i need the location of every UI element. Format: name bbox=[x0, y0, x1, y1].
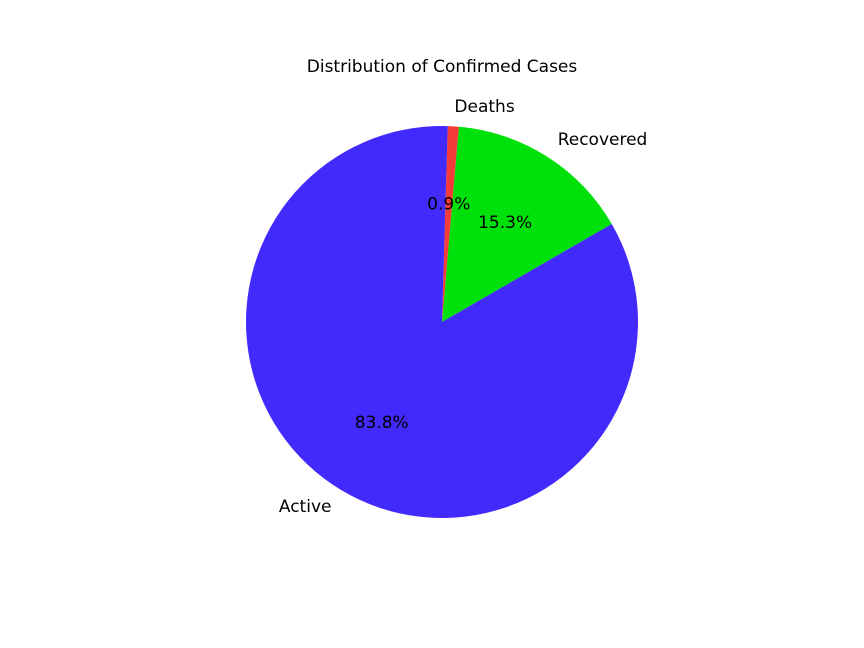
pie-slice-deaths bbox=[442, 126, 459, 322]
slice-pct-recovered: 15.3% bbox=[478, 213, 532, 233]
slice-label-recovered: Recovered bbox=[558, 130, 648, 150]
slice-pct-active: 83.8% bbox=[355, 413, 409, 433]
slice-pct-deaths: 0.9% bbox=[427, 195, 470, 215]
pie-slices bbox=[245, 126, 638, 518]
slice-label-active: Active bbox=[279, 497, 332, 517]
pie-slice-recovered bbox=[442, 126, 612, 323]
pie-labels: Recovered 15.3% Deaths 0.9% Active 83.8% bbox=[279, 97, 647, 517]
chart-title: Distribution of Confirmed Cases bbox=[307, 57, 578, 77]
pie-slice-active bbox=[245, 126, 638, 518]
slice-label-deaths: Deaths bbox=[454, 97, 514, 117]
